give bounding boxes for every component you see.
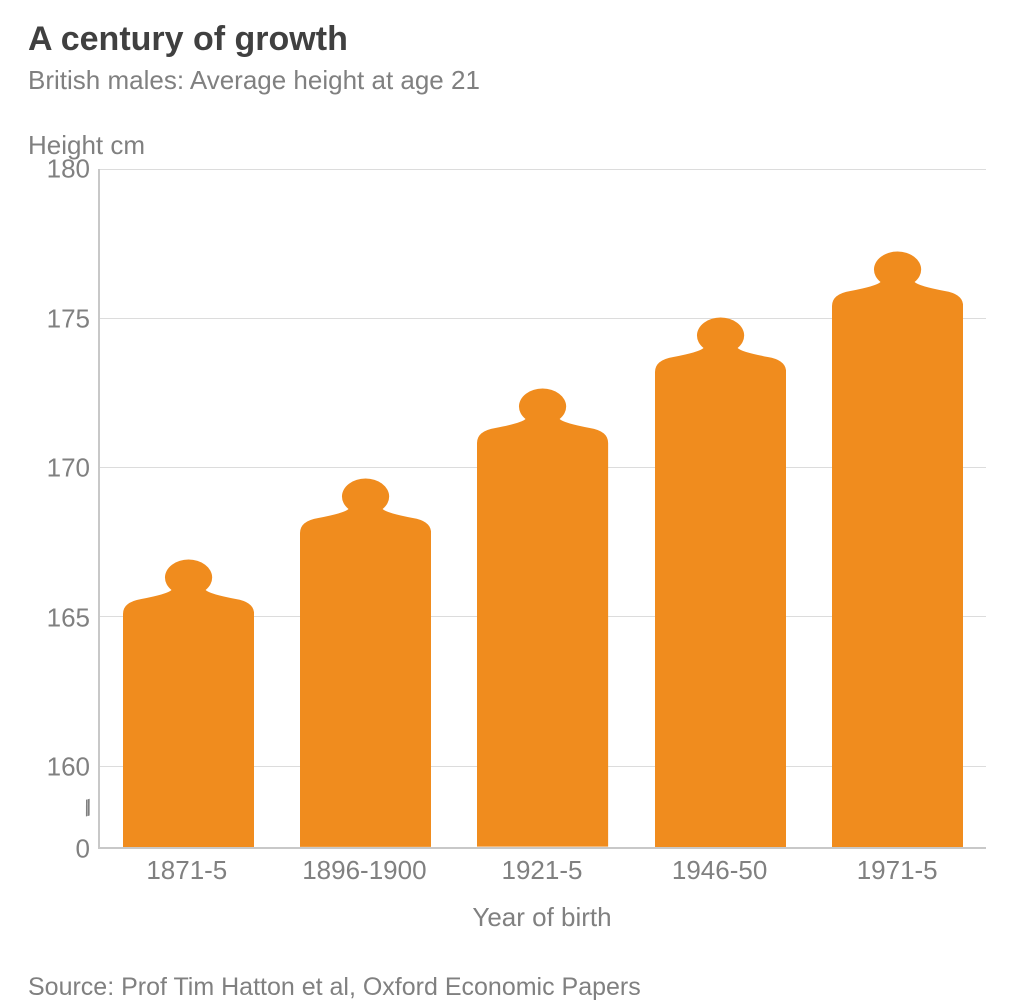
y-axis: 1801751701651600 [28, 169, 98, 849]
x-axis-label: Year of birth [98, 902, 986, 933]
bars-group [100, 169, 986, 847]
x-tick-label: 1946-50 [631, 849, 809, 889]
y-axis-label: Height cm [28, 130, 996, 161]
chart-subtitle: British males: Average height at age 21 [28, 65, 996, 96]
bar-silhouette [655, 314, 786, 847]
bar-slot [809, 169, 986, 847]
x-tick-label: 1971-5 [808, 849, 986, 889]
x-tick-label: 1921-5 [453, 849, 631, 889]
y-tick-label: 165 [47, 602, 90, 633]
chart-area: 1801751701651600 1871-51896-19001921-519… [28, 169, 996, 889]
y-tick-label: 0 [76, 834, 90, 865]
bar-slot [277, 169, 454, 847]
y-tick-label: 170 [47, 453, 90, 484]
bar-slot [100, 169, 277, 847]
x-axis: 1871-51896-19001921-51946-501971-5 [98, 849, 986, 889]
y-tick-label: 175 [47, 303, 90, 334]
x-tick-label: 1896-1900 [276, 849, 454, 889]
bar-silhouette [300, 475, 431, 847]
bar-silhouette [477, 385, 608, 847]
bar-slot [632, 169, 809, 847]
y-tick-label: 180 [47, 154, 90, 185]
x-tick-label: 1871-5 [98, 849, 276, 889]
chart-container: A century of growth British males: Avera… [0, 0, 1024, 1002]
bar-silhouette [123, 556, 254, 847]
plot-area [98, 169, 986, 849]
chart-title: A century of growth [28, 20, 996, 59]
chart-source: Source: Prof Tim Hatton et al, Oxford Ec… [28, 973, 996, 1002]
bar-slot [454, 169, 631, 847]
y-tick-label: 160 [47, 752, 90, 783]
bar-silhouette [832, 248, 963, 847]
